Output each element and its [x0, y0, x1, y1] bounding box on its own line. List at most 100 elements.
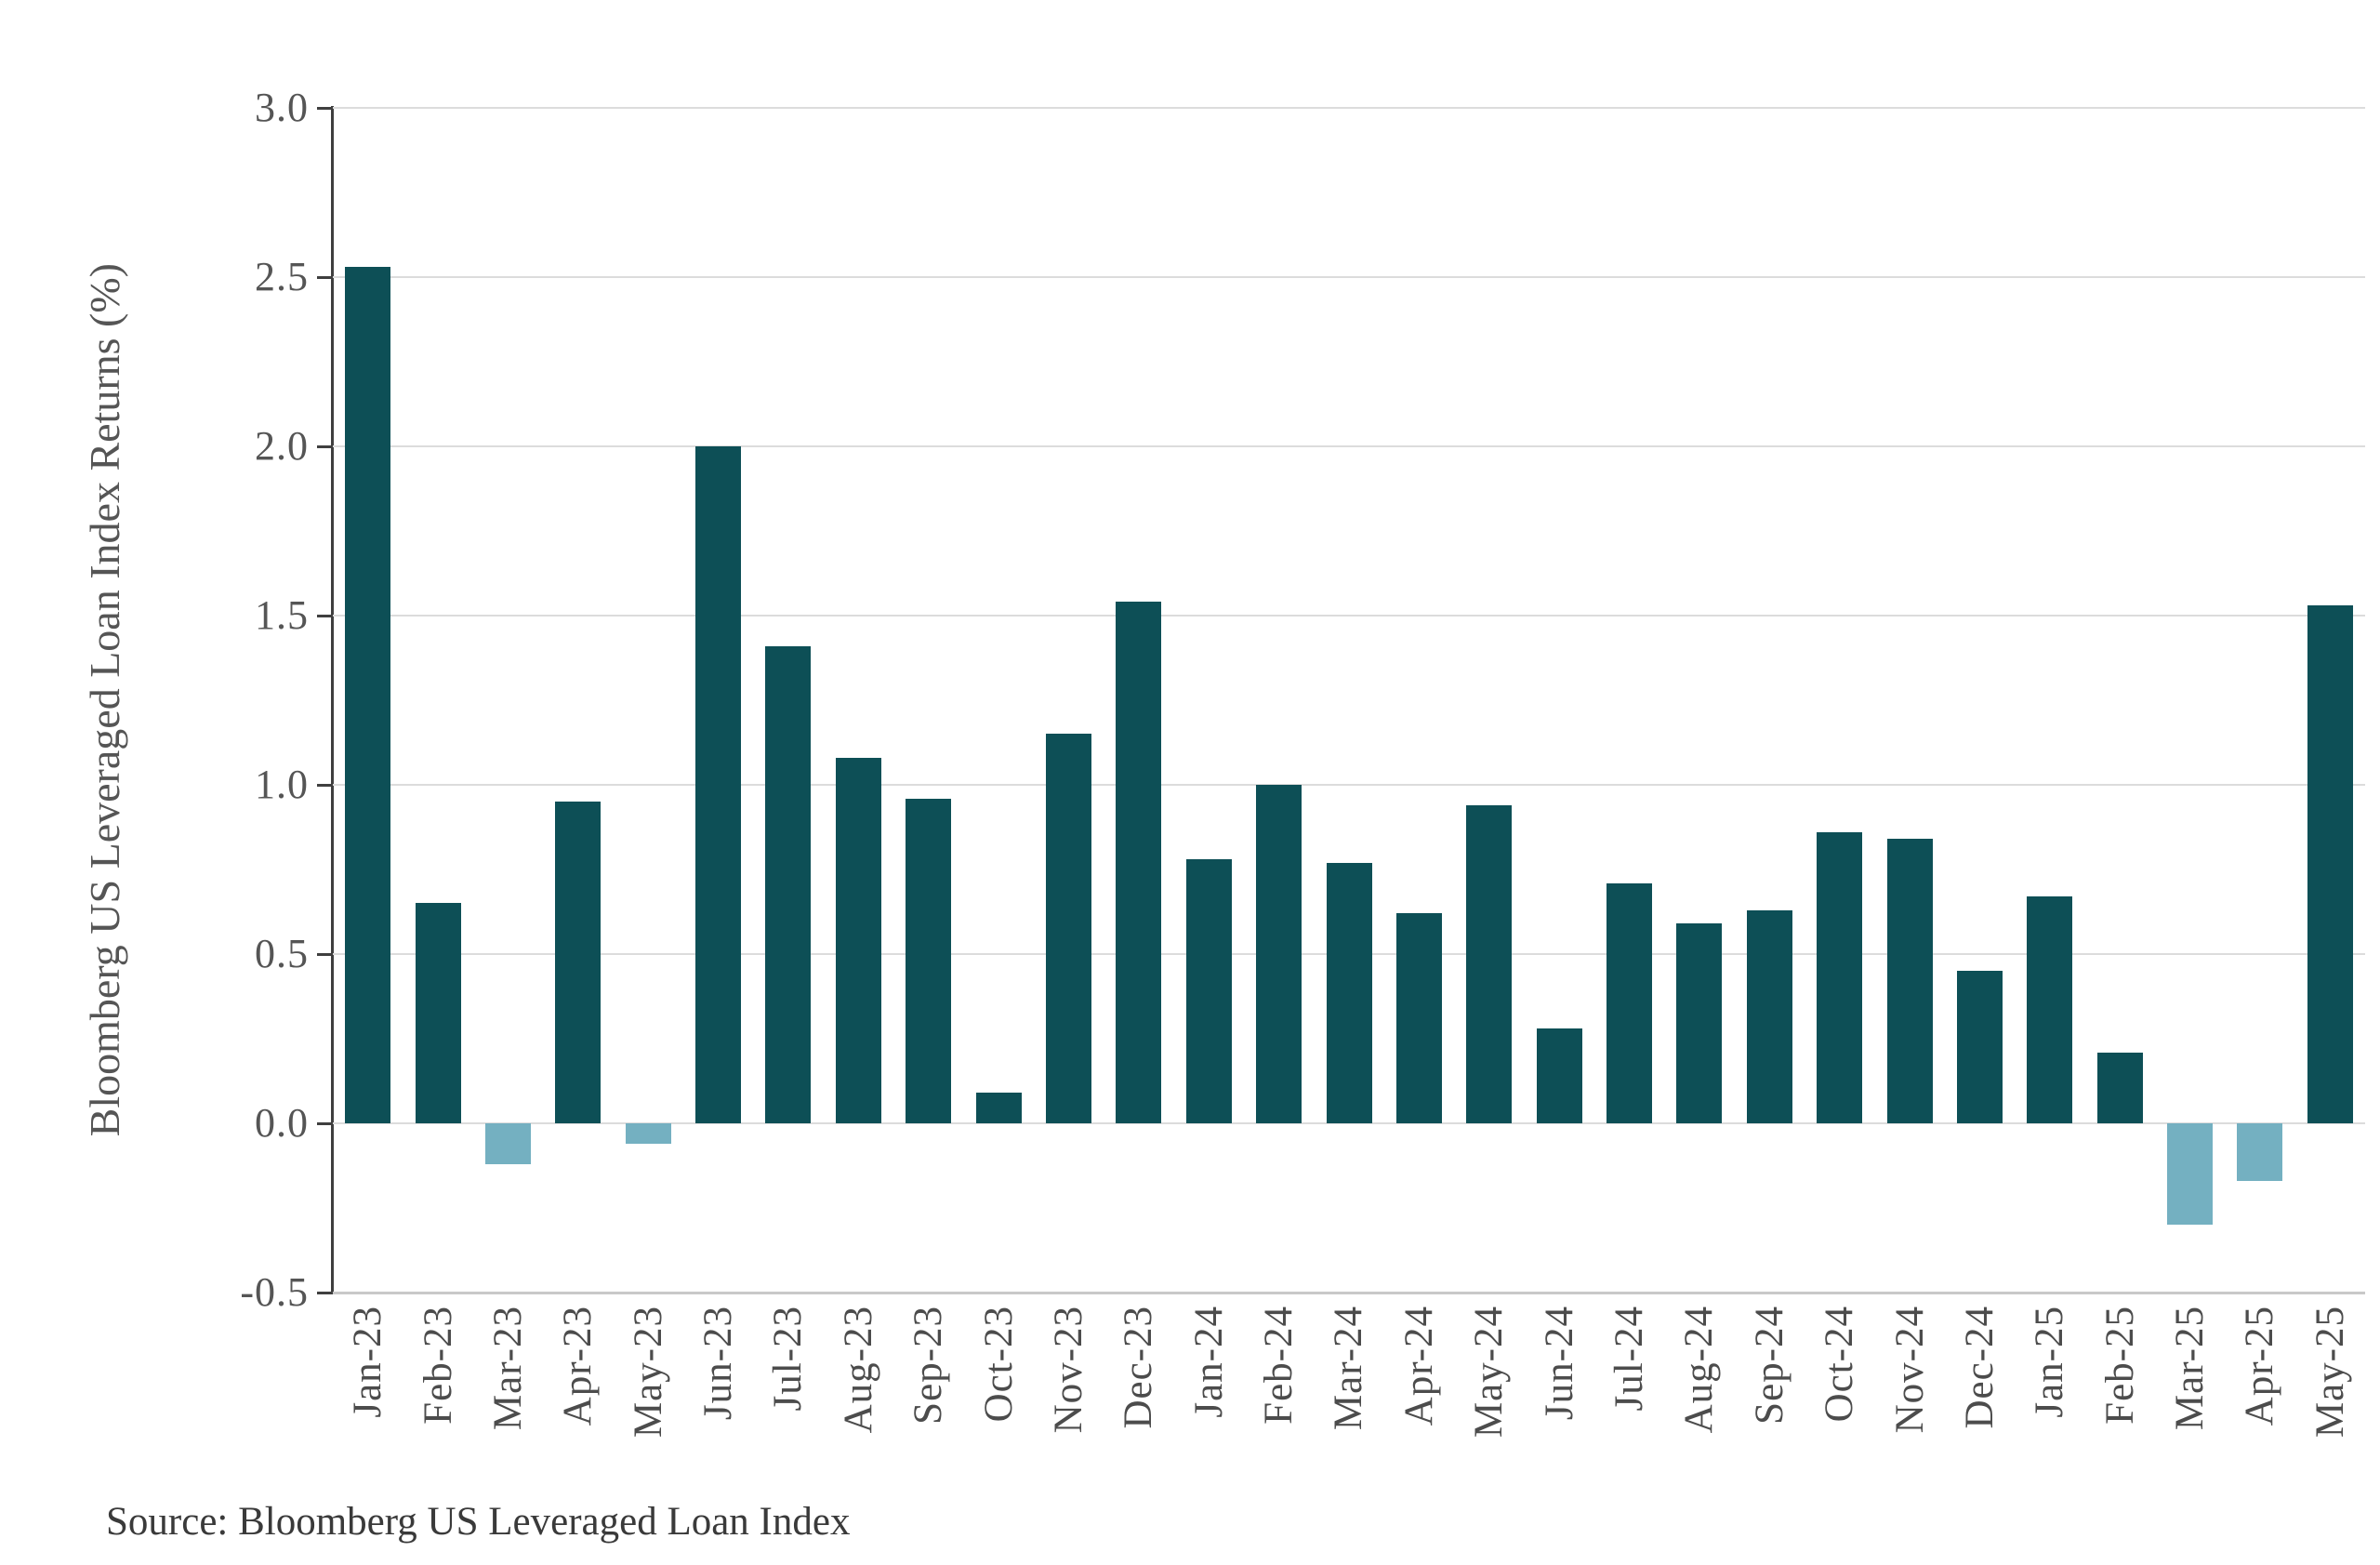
y-axis-title-text: Bloomberg US Leveraged Loan Index Return… [80, 263, 128, 1137]
x-tick-label-May-25: May-25 [2295, 1306, 2365, 1478]
y-tick-mark [317, 276, 331, 279]
y-tick-mark [317, 1122, 331, 1125]
y-tick-label: 1.0 [255, 762, 309, 807]
x-tick-label-text: Feb-23 [416, 1306, 460, 1425]
bar-Feb-23 [415, 903, 461, 1123]
y-tick-label: 2.5 [255, 254, 309, 299]
bar-Jan-24 [1185, 859, 1232, 1123]
bar-Jul-23 [765, 645, 812, 1123]
x-tick-label-Oct-24: Oct-24 [1805, 1306, 1874, 1478]
y-tick-label: 0.5 [255, 931, 309, 976]
x-tick-label-Feb-25: Feb-25 [2084, 1306, 2154, 1478]
x-tick-label-text: Aug-23 [836, 1306, 880, 1434]
x-tick-label-text: Jul-24 [1607, 1306, 1651, 1412]
x-tick-label-Jul-24: Jul-24 [1594, 1306, 1664, 1478]
x-tick-label-Jan-25: Jan-25 [2015, 1306, 2084, 1478]
bar-Apr-23 [555, 802, 602, 1123]
bar-Nov-23 [1045, 734, 1091, 1123]
x-tick-label-Nov-24: Nov-24 [1874, 1306, 1944, 1478]
y-axis-title: Bloomberg US Leveraged Loan Index Return… [76, 108, 132, 1293]
x-tick-label-text: Mar-24 [1327, 1306, 1371, 1431]
x-tick-label-Aug-23: Aug-23 [824, 1306, 893, 1478]
x-tick-label-text: Apr-25 [2238, 1306, 2282, 1426]
x-tick-label-text: Dec-23 [1117, 1306, 1161, 1429]
plot-area [333, 107, 2365, 1293]
bar-Apr-24 [1395, 913, 1442, 1123]
x-tick-label-text: Oct-24 [1818, 1306, 1862, 1423]
x-tick-label-Mar-25: Mar-25 [2155, 1306, 2225, 1478]
bar-Aug-24 [1676, 923, 1723, 1123]
bar-Dec-24 [1956, 971, 2003, 1123]
x-tick-label-text: Mar-23 [485, 1306, 530, 1431]
x-tick-label-Jun-24: Jun-24 [1524, 1306, 1593, 1478]
x-tick-label-Nov-23: Nov-23 [1034, 1306, 1104, 1478]
gridline-2.5 [333, 276, 2365, 278]
x-tick-label-Sep-24: Sep-24 [1735, 1306, 1805, 1478]
x-tick-label-text: Apr-24 [1396, 1306, 1441, 1426]
y-tick-label: -0.5 [240, 1269, 309, 1315]
x-tick-label-text: Feb-24 [1257, 1306, 1302, 1425]
x-tick-label-May-24: May-24 [1454, 1306, 1524, 1478]
bar-Oct-23 [975, 1093, 1022, 1123]
x-tick-label-Jan-23: Jan-23 [333, 1306, 403, 1478]
y-tick-mark [317, 107, 331, 110]
x-tick-label-text: Sep-23 [906, 1306, 951, 1425]
x-tick-label-May-23: May-23 [614, 1306, 683, 1478]
x-tick-label-text: Mar-25 [2168, 1306, 2213, 1431]
x-axis-line [333, 1292, 2365, 1294]
y-tick-mark [317, 784, 331, 787]
x-tick-label-text: Jan-24 [1186, 1306, 1231, 1418]
x-tick-label-text: Jun-23 [696, 1306, 741, 1421]
x-tick-label-text: May-24 [1467, 1306, 1512, 1439]
gridline-3.0 [333, 107, 2365, 109]
x-tick-label-Oct-23: Oct-23 [963, 1306, 1033, 1478]
x-tick-label-text: Jun-24 [1537, 1306, 1581, 1421]
x-tick-label-text: Dec-24 [1957, 1306, 2002, 1429]
y-tick-label: 1.5 [255, 592, 309, 638]
x-tick-label-Apr-24: Apr-24 [1384, 1306, 1454, 1478]
bar-Aug-23 [835, 757, 881, 1123]
bar-Dec-23 [1116, 602, 1162, 1123]
x-tick-label-Apr-23: Apr-23 [543, 1306, 613, 1478]
x-tick-label-text: Sep-24 [1747, 1306, 1792, 1425]
x-tick-label-text: Oct-23 [976, 1306, 1021, 1423]
x-tick-label-Mar-23: Mar-23 [473, 1306, 543, 1478]
x-tick-label-Jan-24: Jan-24 [1174, 1306, 1244, 1478]
x-tick-label-Feb-23: Feb-23 [403, 1306, 472, 1478]
gridline-1.0 [333, 784, 2365, 786]
bar-Sep-24 [1746, 909, 1792, 1123]
bar-Apr-25 [2237, 1123, 2283, 1181]
y-tick-label: 0.0 [255, 1100, 309, 1146]
bar-Jun-23 [695, 446, 742, 1123]
y-tick-label: 2.0 [255, 423, 309, 469]
y-tick-mark [317, 953, 331, 956]
bar-Mar-25 [2167, 1123, 2214, 1226]
y-axis-line [331, 106, 334, 1294]
x-tick-label-Jun-23: Jun-23 [683, 1306, 753, 1478]
x-tick-label-Jul-23: Jul-23 [753, 1306, 823, 1478]
x-tick-label-Dec-24: Dec-24 [1945, 1306, 2015, 1478]
gridline-0.0 [333, 1122, 2365, 1124]
y-tick-label: 3.0 [255, 85, 309, 130]
bar-Jan-23 [345, 267, 391, 1123]
x-tick-label-text: Jan-25 [2028, 1306, 2072, 1418]
bar-May-25 [2307, 605, 2353, 1123]
bar-Jul-24 [1606, 882, 1653, 1123]
x-tick-label-text: Nov-23 [1046, 1306, 1091, 1434]
x-tick-label-text: May-25 [2307, 1306, 2352, 1439]
bar-May-23 [625, 1123, 671, 1144]
bar-Oct-24 [1817, 831, 1863, 1123]
x-tick-label-text: Feb-25 [2097, 1306, 2142, 1425]
x-tick-label-Sep-23: Sep-23 [893, 1306, 963, 1478]
x-tick-label-Feb-24: Feb-24 [1244, 1306, 1314, 1478]
bar-Jun-24 [1536, 1028, 1582, 1123]
y-tick-mark [317, 1292, 331, 1294]
x-tick-label-Dec-23: Dec-23 [1104, 1306, 1173, 1478]
bar-Feb-24 [1256, 785, 1302, 1123]
source-note: Source: Bloomberg US Leveraged Loan Inde… [106, 1500, 851, 1544]
x-tick-label-Mar-24: Mar-24 [1314, 1306, 1383, 1478]
bar-Nov-24 [1886, 839, 1933, 1123]
x-tick-label-text: Jul-23 [766, 1306, 811, 1412]
y-tick-mark [317, 615, 331, 617]
